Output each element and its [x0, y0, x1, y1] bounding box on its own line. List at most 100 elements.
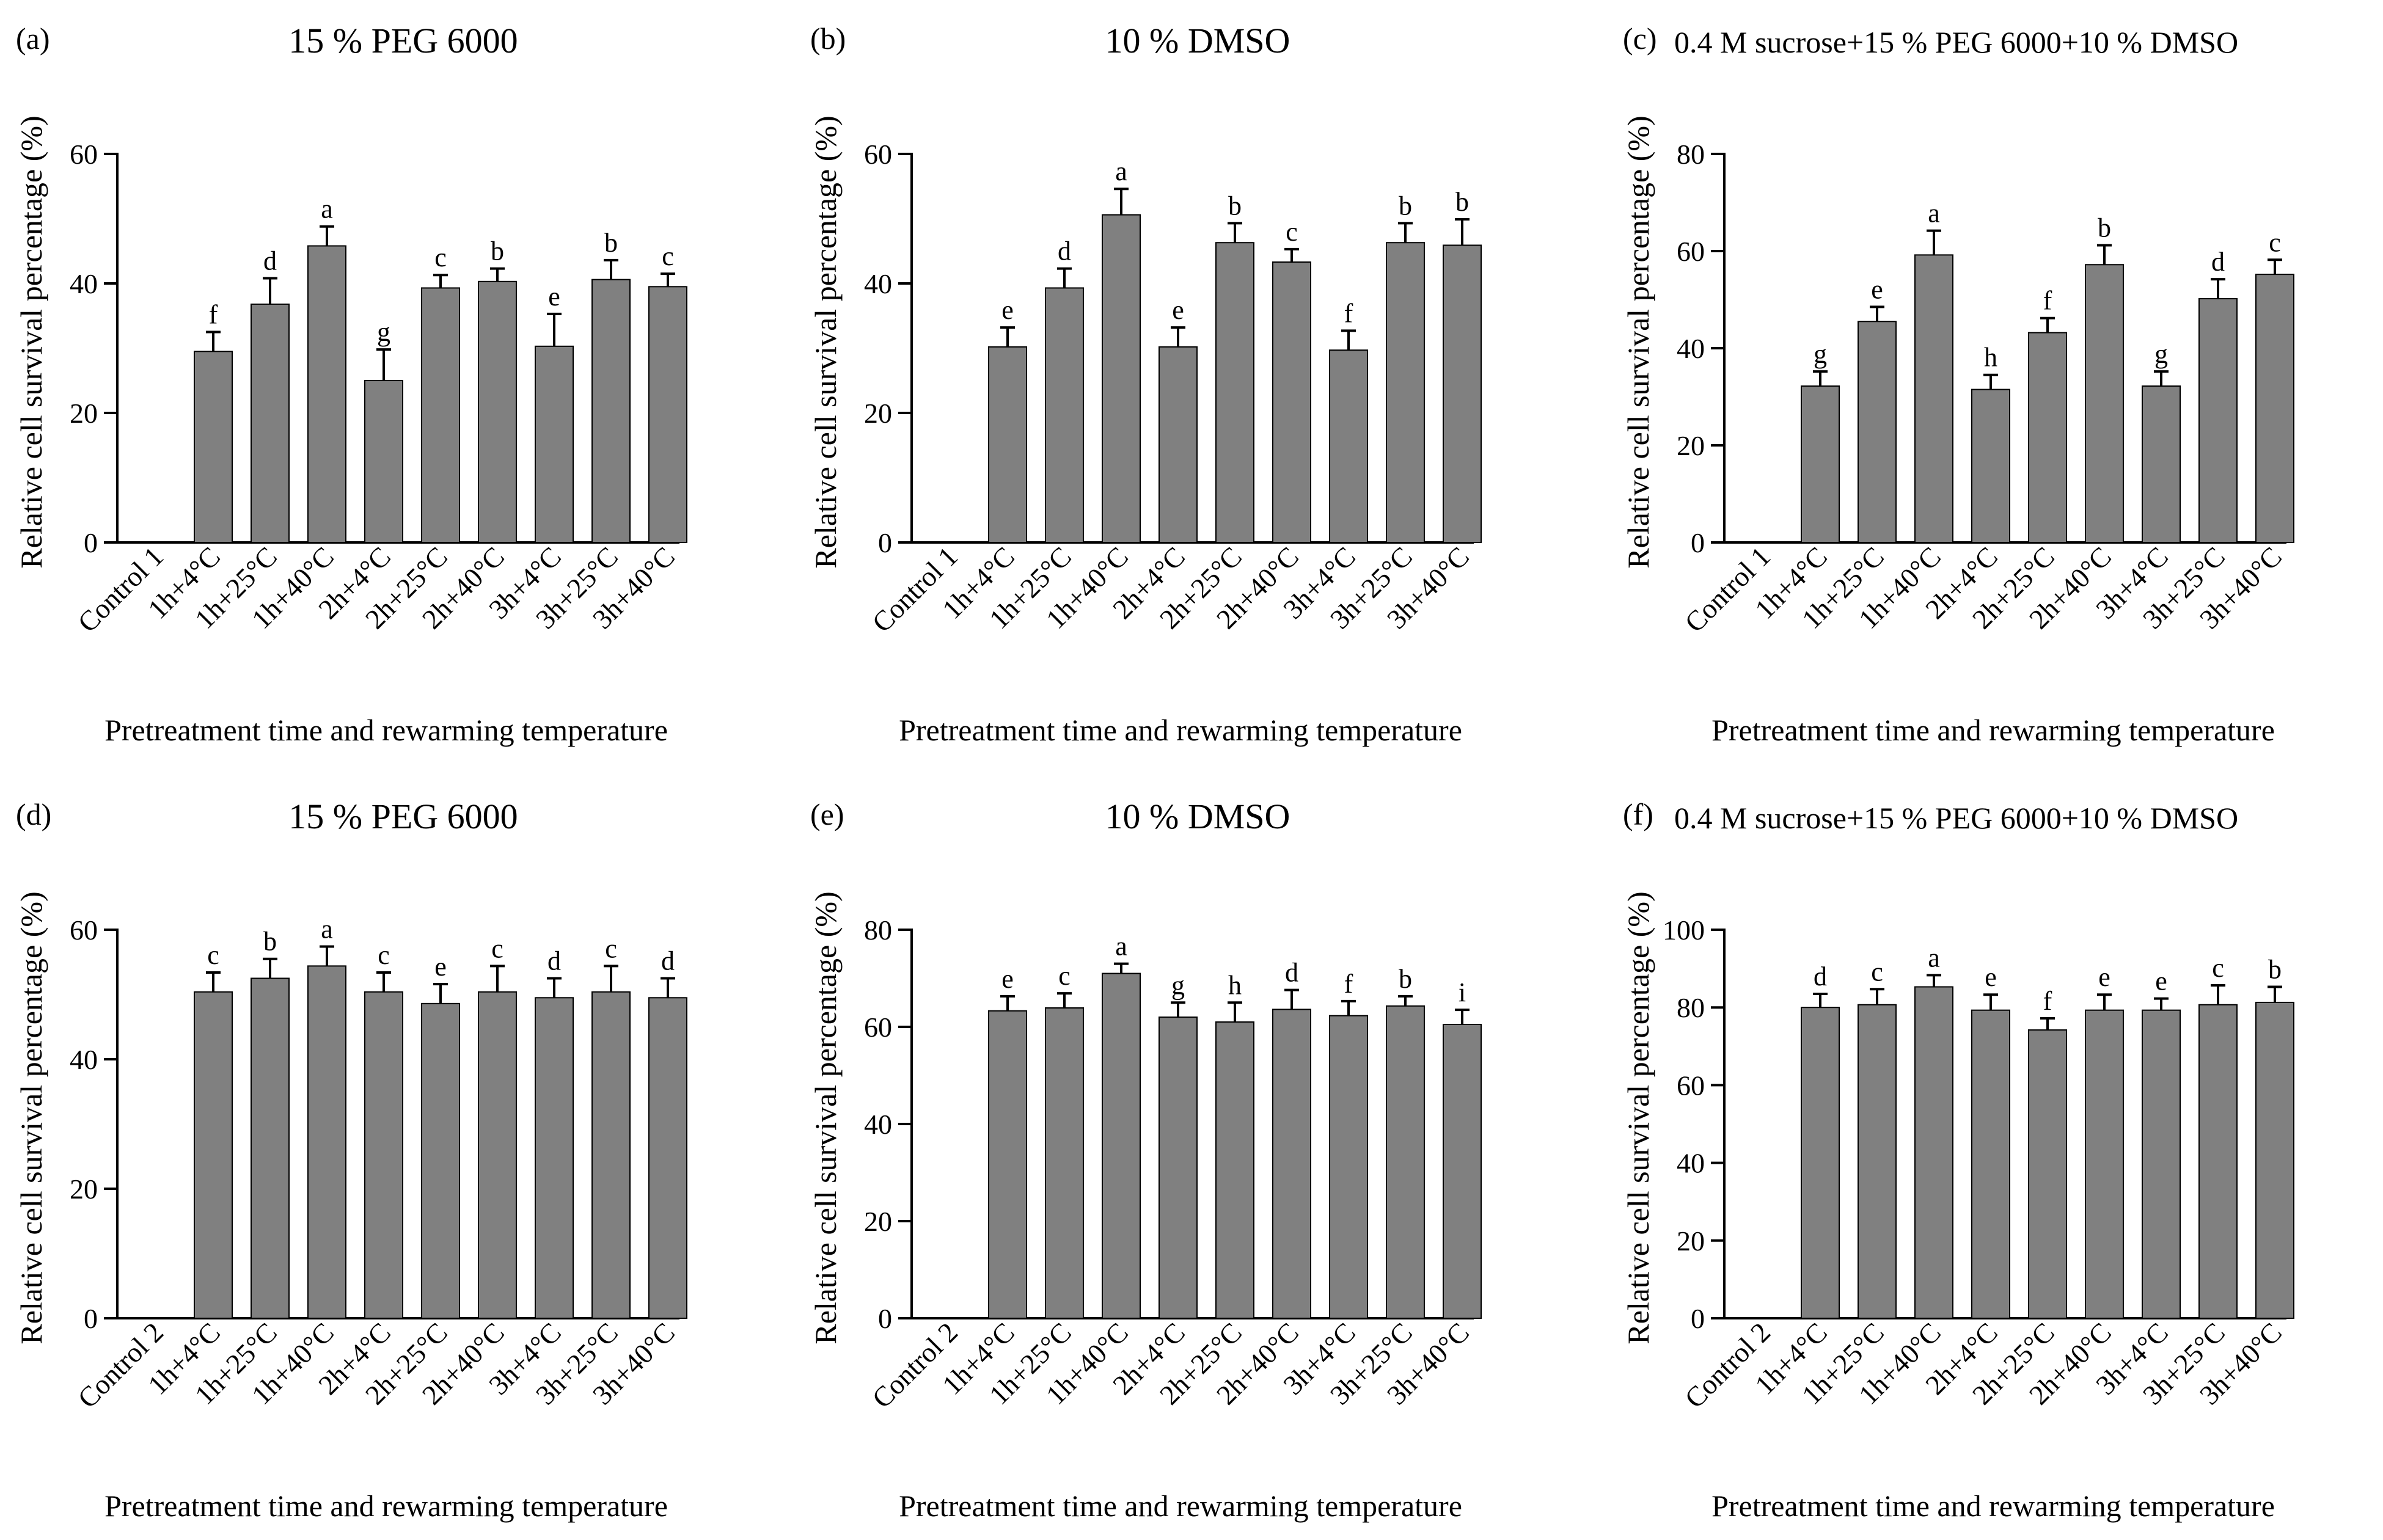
bar	[1858, 1004, 1897, 1319]
bar	[1329, 1015, 1368, 1319]
bar	[2085, 1009, 2124, 1319]
significance-letter: e	[1172, 295, 1184, 325]
significance-letter: b	[604, 228, 618, 258]
bar	[1971, 1009, 2010, 1319]
significance-letter: d	[1814, 962, 1827, 991]
significance-letter: c	[434, 243, 447, 272]
bar	[2028, 1029, 2067, 1319]
bar	[988, 346, 1027, 543]
bar	[2028, 332, 2067, 543]
chart-title: 15 % PEG 6000	[288, 797, 518, 836]
significance-letter: d	[1285, 958, 1298, 988]
bar	[1801, 1007, 1840, 1319]
significance-letter: b	[263, 927, 277, 957]
y-tick-label: 0	[878, 1303, 892, 1334]
x-axis-label: Pretreatment time and rewarming temperat…	[1711, 1489, 2275, 1523]
bar	[1386, 242, 1425, 543]
significance-letter: e	[2155, 966, 2167, 996]
bar	[1215, 242, 1254, 543]
significance-letter: e	[1871, 274, 1883, 304]
significance-letter: a	[1115, 156, 1127, 186]
significance-letter: b	[1399, 191, 1412, 221]
bar	[1159, 1016, 1198, 1319]
bar	[1102, 973, 1141, 1319]
y-axis-label: Relative cell survival percentage (%)	[808, 891, 843, 1344]
significance-letter: e	[434, 952, 447, 982]
bar	[251, 977, 290, 1319]
panel-label: (e)	[810, 797, 844, 831]
bar	[591, 279, 631, 543]
y-tick-label: 20	[1677, 1225, 1705, 1257]
y-tick-label: 20	[70, 398, 98, 429]
chart-title: 10 % DMSO	[1105, 797, 1290, 836]
bar	[2085, 264, 2124, 543]
y-tick-label: 0	[84, 527, 98, 558]
panel-label: (b)	[810, 21, 846, 56]
bar	[1272, 1009, 1311, 1319]
bar	[1971, 389, 2010, 544]
bar	[478, 991, 517, 1319]
y-axis-label: Relative cell survival percentage (%)	[14, 891, 48, 1344]
bar	[2142, 1009, 2181, 1319]
y-axis-label: Relative cell survival percentage (%)	[14, 115, 48, 568]
y-tick-label: 80	[864, 914, 892, 946]
significance-letter: e	[1985, 962, 1997, 992]
y-tick-label: 40	[70, 268, 98, 299]
y-axis-label: Relative cell survival percentage (%)	[808, 115, 843, 568]
y-tick-label: 20	[864, 1206, 892, 1237]
y-tick-label: 20	[864, 398, 892, 429]
bar	[1272, 261, 1311, 543]
significance-letter: a	[1928, 943, 1940, 973]
panel-label: (f)	[1623, 797, 1653, 831]
bar	[421, 1002, 460, 1319]
significance-letter: f	[2043, 286, 2052, 316]
significance-letter: b	[1399, 964, 1412, 994]
bar	[1386, 1005, 1425, 1319]
bar	[1045, 1007, 1084, 1319]
bar	[1215, 1021, 1254, 1319]
y-tick-label: 0	[878, 527, 892, 558]
y-tick-label: 40	[864, 1109, 892, 1140]
panel-f: (f) 0.4 M sucrose+15 % PEG 6000+10 % DMSO…	[1621, 797, 2294, 1523]
significance-letter: c	[1286, 217, 1298, 247]
significance-letter: c	[378, 940, 390, 970]
significance-letter: f	[1344, 969, 1353, 999]
significance-letter: c	[491, 933, 503, 963]
bar	[307, 965, 346, 1319]
chart-title: 10 % DMSO	[1105, 21, 1290, 60]
x-axis-label: Pretreatment time and rewarming temperat…	[899, 713, 1462, 747]
y-tick-label: 60	[70, 139, 98, 170]
significance-letter: d	[661, 946, 675, 976]
bar	[1801, 385, 1840, 544]
significance-letter: d	[2211, 247, 2225, 277]
y-axis-label: Relative cell survival percentage (%)	[1621, 891, 1655, 1344]
bar	[2198, 1004, 2238, 1319]
significance-letter: c	[1058, 961, 1071, 991]
significance-letter: a	[1928, 199, 1940, 228]
significance-letter: e	[2098, 962, 2110, 992]
significance-letter: e	[548, 282, 560, 312]
significance-letter: f	[209, 300, 218, 330]
panel-b: (b) 10 % DMSO Relative cell survival perce…	[808, 21, 1482, 747]
bar	[194, 351, 233, 543]
y-tick-label: 40	[1677, 1148, 1705, 1179]
significance-letter: f	[1344, 298, 1353, 328]
bar	[591, 991, 631, 1319]
x-axis-label: Pretreatment time and rewarming temperat…	[104, 1489, 668, 1523]
panel-a: (a) 15 % PEG 6000 Relative cell survival p…	[14, 21, 687, 747]
chart-title: 0.4 M sucrose+15 % PEG 6000+10 % DMSO	[1674, 801, 2238, 835]
significance-letter: c	[605, 933, 617, 963]
bar	[2255, 274, 2294, 543]
y-tick-label: 100	[1663, 914, 1705, 946]
significance-letter: g	[377, 317, 390, 347]
bar	[1914, 254, 1953, 543]
x-axis-label: Pretreatment time and rewarming temperat…	[104, 713, 668, 747]
x-axis-label: Pretreatment time and rewarming temperat…	[1711, 713, 2275, 747]
bar	[1914, 986, 1953, 1319]
panel-e: (e) 10 % DMSO Relative cell survival perce…	[808, 797, 1482, 1523]
bar	[364, 991, 403, 1319]
significance-letter: c	[662, 241, 674, 271]
significance-letter: b	[491, 236, 504, 266]
significance-letter: d	[1058, 236, 1071, 266]
